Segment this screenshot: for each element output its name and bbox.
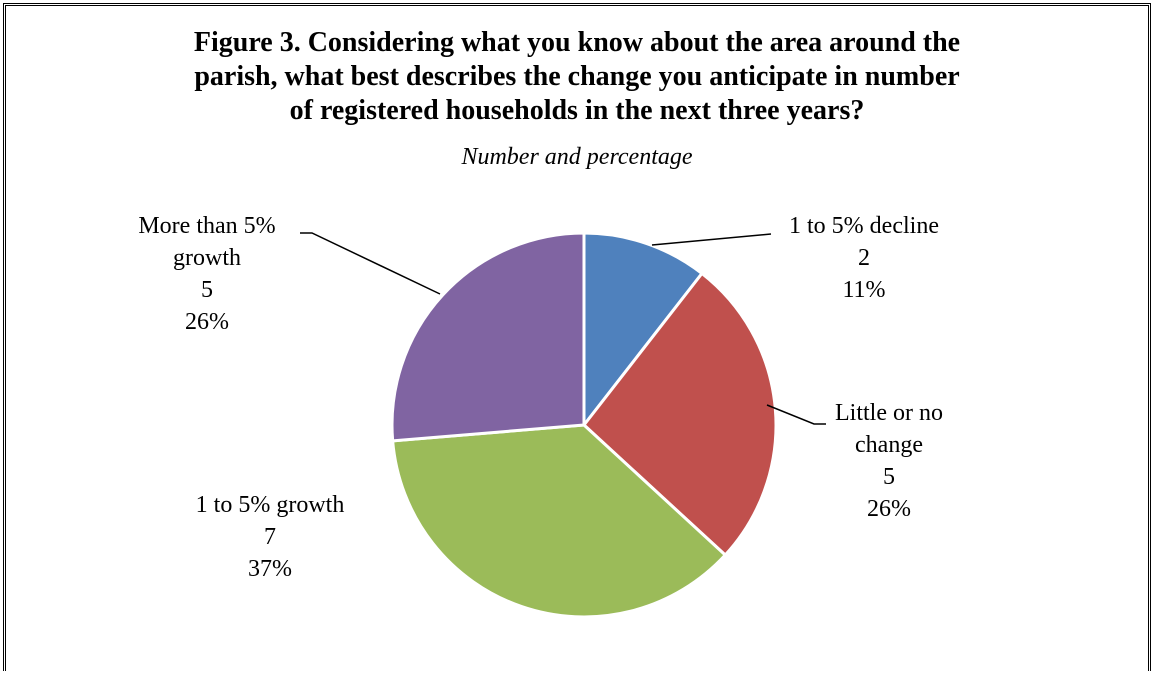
chart-title: Figure 3. Considering what you know abou… [0, 26, 1154, 128]
chart-title-line-2: parish, what best describes the change y… [194, 61, 960, 92]
leader-line-1 [651, 233, 772, 246]
pie-slice-1 [582, 231, 705, 430]
slice-label-1: 1 to 5% decline 2 11% [789, 213, 939, 303]
leader-line-4 [300, 232, 441, 295]
slice-label-3: 1 to 5% growth 7 37% [196, 492, 345, 582]
slice-label-4: More than 5% growth 5 26% [138, 213, 275, 335]
chart-frame [3, 3, 1151, 671]
chart-title-line-1: Figure 3. Considering what you know abou… [193, 27, 961, 58]
pie-slice-3 [391, 423, 728, 619]
leader-line-2 [766, 404, 826, 425]
slice-label-2: Little or no change 5 26% [835, 400, 943, 522]
chart-title-line-3: of registered households in the next thr… [289, 95, 865, 126]
pie-slice-4 [390, 231, 586, 443]
chart-subtitle: Number and percentage [461, 144, 693, 170]
